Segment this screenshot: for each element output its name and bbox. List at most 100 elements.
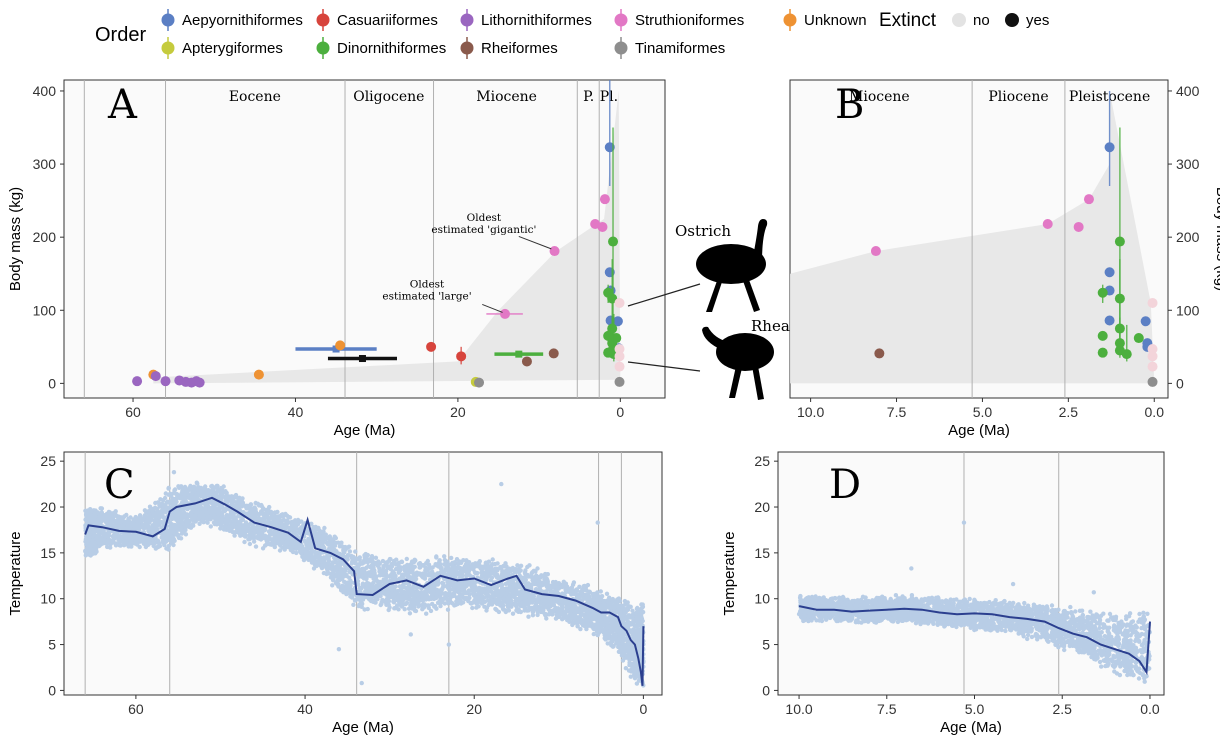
x-axis-label: Age (Ma)	[334, 422, 396, 439]
temperature-point	[124, 512, 129, 518]
temperature-point	[610, 599, 615, 604]
temperature-point	[548, 604, 553, 609]
temperature-point	[411, 570, 416, 576]
temperature-point	[615, 604, 621, 609]
temperature-point	[257, 511, 262, 517]
temperature-point	[146, 528, 151, 534]
species-point-dinornithiformes	[1114, 323, 1125, 334]
legend: Order Extinct AepyornithiformesApterygif…	[95, 9, 1049, 59]
temperature-point	[247, 534, 252, 539]
species-point-aepyornithiformes	[1140, 316, 1151, 327]
temperature-point	[363, 589, 368, 594]
temperature-point	[438, 603, 443, 609]
temperature-point	[398, 567, 403, 572]
temperature-point	[339, 560, 345, 565]
temperature-point	[625, 600, 630, 605]
temperature-point	[342, 567, 347, 572]
temperature-point	[376, 560, 382, 566]
temperature-point	[616, 596, 621, 601]
temperature-point	[625, 624, 630, 629]
temperature-point	[249, 510, 254, 515]
temperature-point	[404, 564, 409, 569]
temperature-point	[344, 572, 349, 578]
temperature-point	[535, 599, 541, 604]
temperature-point	[230, 499, 236, 504]
legend-dot	[161, 13, 175, 27]
temperature-point	[407, 611, 413, 616]
temperature-point	[601, 598, 607, 604]
temperature-point	[384, 578, 389, 584]
temperature-point	[174, 531, 180, 537]
temperature-point	[375, 596, 380, 602]
temperature-point	[153, 500, 158, 506]
temperature-point	[399, 604, 405, 609]
temperature-point	[215, 494, 220, 499]
temperature-point	[317, 535, 323, 540]
species-point-struthioniformes	[1147, 344, 1158, 355]
temperature-point	[141, 516, 146, 521]
temperature-point	[473, 561, 478, 566]
temperature-point	[577, 618, 582, 623]
temperature-point	[591, 615, 596, 620]
species-point-dinornithiformes	[1097, 287, 1108, 298]
temperature-point	[476, 604, 481, 609]
temperature-point	[527, 563, 532, 568]
y-tick-label: 200	[33, 229, 57, 245]
temperature-point	[517, 584, 522, 589]
temperature-point	[485, 572, 490, 577]
temperature-point	[626, 668, 632, 673]
temperature-point	[385, 598, 390, 603]
temperature-point	[100, 529, 105, 535]
temperature-point	[202, 487, 207, 492]
temperature-point	[157, 503, 162, 508]
temperature-point	[187, 495, 192, 501]
temperature-point	[386, 602, 391, 607]
temperature-point	[359, 604, 364, 609]
temperature-point	[147, 512, 152, 517]
y-tick-label: 400	[33, 83, 57, 99]
temperature-point	[423, 597, 429, 602]
y-tick-label: 0	[48, 375, 56, 391]
temperature-point	[434, 555, 439, 560]
annotation-pointer	[482, 303, 503, 313]
temperature-point	[168, 538, 173, 544]
temperature-point	[626, 649, 632, 654]
temperature-point	[214, 484, 219, 489]
temperature-point	[281, 514, 286, 519]
temperature-point	[406, 606, 412, 611]
temperature-point	[515, 563, 520, 568]
temperature-point	[342, 550, 347, 555]
temperature-point	[255, 501, 261, 506]
temperature-point	[396, 570, 401, 575]
temperature-point	[339, 540, 344, 545]
temperature-point	[430, 565, 435, 570]
species-point-struthioniformes	[1073, 221, 1084, 232]
temperature-point	[155, 545, 160, 550]
epoch-label: Pl.	[600, 89, 618, 105]
species-point-aepyornithiformes	[612, 316, 623, 327]
species-point-struthioniformes	[1147, 297, 1158, 308]
temperature-point	[172, 488, 177, 493]
temperature-point	[87, 531, 92, 537]
temperature-point	[141, 536, 147, 541]
y-tick-label: 300	[33, 156, 57, 172]
temperature-point	[290, 537, 295, 542]
y-tick-label: 300	[1176, 156, 1200, 172]
temperature-point	[464, 558, 469, 563]
temperature-point	[187, 505, 192, 510]
temperature-point	[258, 527, 264, 532]
temperature-point	[184, 520, 189, 525]
temperature-point	[220, 493, 225, 498]
temperature-point	[442, 583, 447, 589]
temperature-point	[180, 485, 185, 490]
temperature-point	[180, 488, 185, 494]
temperature-point	[206, 510, 211, 515]
temperature-point	[471, 586, 476, 591]
temperature-point	[556, 581, 562, 586]
temperature-point	[214, 509, 219, 514]
temperature-point	[578, 626, 583, 632]
species-point-casuariiformes	[426, 341, 437, 352]
temperature-point	[123, 539, 129, 544]
temperature-point	[504, 572, 509, 577]
